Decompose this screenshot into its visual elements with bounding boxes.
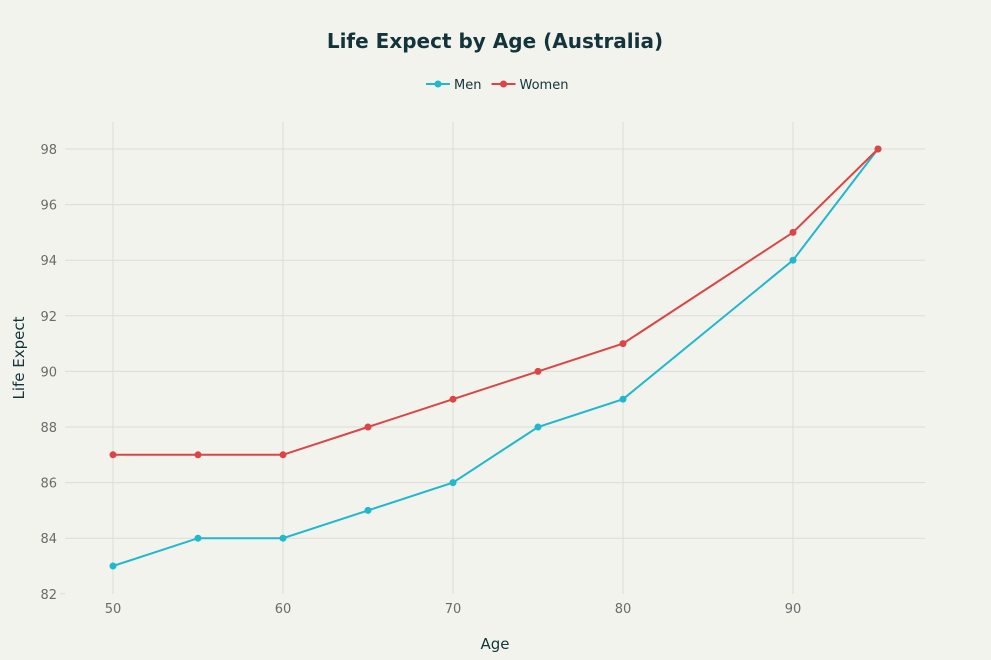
y-tick-label: 90 xyxy=(40,365,57,380)
data-point-men xyxy=(449,479,457,487)
y-tick-label: 86 xyxy=(40,477,57,492)
y-tick-label: 84 xyxy=(40,532,57,547)
data-point-women xyxy=(874,145,882,153)
data-point-women xyxy=(194,451,202,459)
legend-marker-men xyxy=(434,80,442,88)
data-point-men xyxy=(619,395,627,403)
y-tick-label: 88 xyxy=(40,421,57,436)
x-axis-label: Age xyxy=(480,635,509,653)
data-point-women xyxy=(619,340,627,348)
y-axis-label: Life Expect xyxy=(10,316,28,399)
x-tick-label: 50 xyxy=(105,602,122,617)
grid xyxy=(60,122,925,595)
data-point-men xyxy=(534,423,542,431)
data-point-men xyxy=(109,562,117,570)
data-point-women xyxy=(109,451,117,459)
y-tick-label: 98 xyxy=(40,143,57,158)
ticks: 50 60 70 80 90 82 84 86 88 90 92 94 96 98 xyxy=(40,143,801,617)
data-point-men xyxy=(194,534,202,542)
x-tick-label: 90 xyxy=(785,602,802,617)
data-point-men xyxy=(279,534,287,542)
legend-label-men: Men xyxy=(454,78,481,93)
y-tick-label: 96 xyxy=(40,199,57,214)
y-tick-label: 94 xyxy=(40,254,57,269)
data-point-women xyxy=(534,367,542,375)
legend-marker-women xyxy=(500,80,507,88)
series-line-women xyxy=(113,148,879,456)
legend: Men Women xyxy=(426,78,568,93)
x-tick-label: 70 xyxy=(445,602,462,617)
data-point-men xyxy=(364,506,372,514)
data-point-women xyxy=(789,228,797,236)
series-line-men xyxy=(112,148,879,567)
data-point-men xyxy=(789,256,797,264)
legend-label-women: Women xyxy=(520,78,569,93)
x-tick-label: 60 xyxy=(275,602,292,617)
data-point-women xyxy=(364,423,372,431)
y-tick-label: 82 xyxy=(40,588,57,603)
chart-title: Life Expect by Age (Australia) xyxy=(327,29,663,53)
x-tick-label: 80 xyxy=(615,602,632,617)
data-point-women xyxy=(279,451,287,459)
y-tick-label: 92 xyxy=(40,310,57,325)
data-point-women xyxy=(449,395,457,403)
series xyxy=(109,145,882,570)
